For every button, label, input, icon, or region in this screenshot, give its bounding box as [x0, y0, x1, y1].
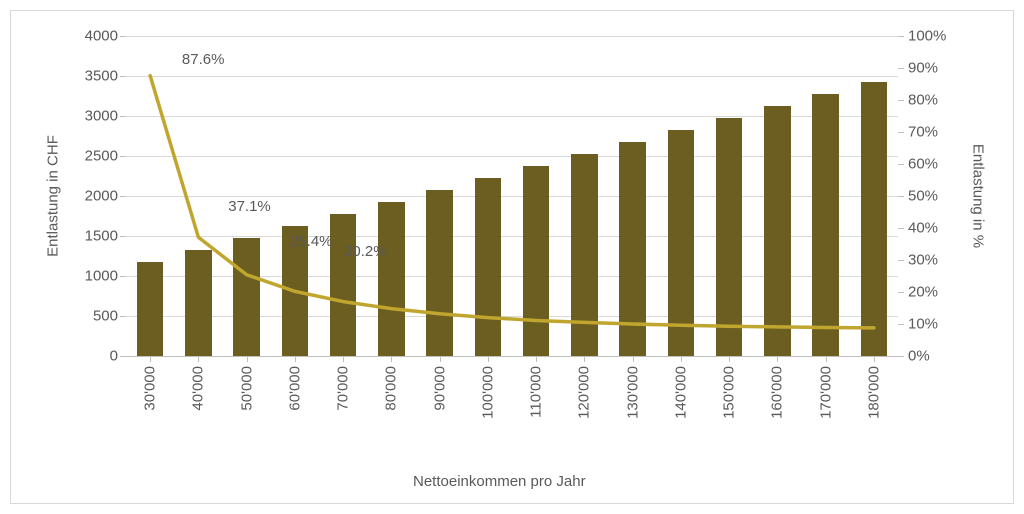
x-tick-label: 170'000 — [817, 366, 834, 419]
bar — [716, 118, 743, 356]
line-data-label: 87.6% — [182, 51, 225, 68]
y-left-tick-mark — [120, 156, 126, 157]
bar — [475, 178, 502, 356]
x-tick-mark — [729, 356, 730, 362]
x-tick-label: 130'000 — [624, 366, 641, 419]
x-tick-label: 40'000 — [190, 366, 207, 411]
x-tick-label: 120'000 — [576, 366, 593, 419]
bar — [233, 238, 260, 356]
y-left-tick-mark — [120, 316, 126, 317]
y-right-tick-mark — [898, 164, 904, 165]
y-left-axis-title: Entlastung in CHF — [45, 135, 62, 257]
x-axis-line — [126, 356, 898, 357]
bar — [426, 190, 453, 356]
x-tick-label: 70'000 — [335, 366, 352, 411]
y-left-tick-mark — [120, 196, 126, 197]
bar — [378, 202, 405, 356]
y-right-tick-label: 0% — [908, 348, 963, 365]
y-left-tick-mark — [120, 76, 126, 77]
y-right-tick-label: 80% — [908, 92, 963, 109]
y-right-tick-mark — [898, 68, 904, 69]
x-tick-mark — [295, 356, 296, 362]
grid-line — [126, 36, 898, 37]
x-tick-label: 150'000 — [721, 366, 738, 419]
y-right-tick-label: 50% — [908, 188, 963, 205]
y-left-tick-label: 3500 — [68, 68, 118, 85]
y-left-tick-label: 500 — [68, 308, 118, 325]
chart-frame: Entlastung in CHF Entlastung in % Nettoe… — [10, 10, 1014, 504]
bar — [861, 82, 888, 356]
grid-line — [126, 76, 898, 77]
bar — [668, 130, 695, 356]
y-right-tick-mark — [898, 356, 904, 357]
y-left-tick-label: 4000 — [68, 28, 118, 45]
y-right-axis-title: Entlastung in % — [970, 144, 987, 248]
y-right-tick-mark — [898, 260, 904, 261]
bar — [571, 154, 598, 356]
x-tick-mark — [488, 356, 489, 362]
bar — [523, 166, 550, 356]
x-tick-mark — [440, 356, 441, 362]
y-right-tick-mark — [898, 228, 904, 229]
y-left-tick-label: 2000 — [68, 188, 118, 205]
x-tick-label: 160'000 — [769, 366, 786, 419]
y-left-tick-label: 1500 — [68, 228, 118, 245]
y-right-tick-label: 60% — [908, 156, 963, 173]
y-right-tick-label: 70% — [908, 124, 963, 141]
y-left-tick-mark — [120, 236, 126, 237]
bar — [185, 250, 212, 356]
y-left-tick-mark — [120, 116, 126, 117]
x-tick-mark — [150, 356, 151, 362]
y-right-tick-label: 30% — [908, 252, 963, 269]
x-tick-mark — [584, 356, 585, 362]
x-tick-mark — [777, 356, 778, 362]
x-tick-label: 90'000 — [431, 366, 448, 411]
x-tick-mark — [247, 356, 248, 362]
y-left-tick-label: 0 — [68, 348, 118, 365]
plot-area — [126, 36, 898, 356]
y-right-tick-mark — [898, 196, 904, 197]
y-left-tick-mark — [120, 276, 126, 277]
bar — [137, 262, 164, 356]
y-right-tick-mark — [898, 36, 904, 37]
y-right-tick-mark — [898, 100, 904, 101]
y-right-tick-label: 90% — [908, 60, 963, 77]
line-data-label: 37.1% — [228, 198, 271, 215]
y-left-tick-label: 3000 — [68, 108, 118, 125]
bar — [619, 142, 646, 356]
line-data-label: 25.4% — [290, 233, 333, 250]
x-tick-label: 50'000 — [238, 366, 255, 411]
x-tick-mark — [874, 356, 875, 362]
bar — [812, 94, 839, 356]
x-tick-mark — [536, 356, 537, 362]
x-tick-label: 140'000 — [672, 366, 689, 419]
x-tick-label: 80'000 — [383, 366, 400, 411]
y-right-tick-mark — [898, 292, 904, 293]
x-tick-mark — [633, 356, 634, 362]
x-tick-mark — [198, 356, 199, 362]
y-left-tick-label: 2500 — [68, 148, 118, 165]
y-right-tick-label: 20% — [908, 284, 963, 301]
x-tick-mark — [826, 356, 827, 362]
line-data-label: 20.2% — [344, 243, 387, 260]
y-right-tick-label: 40% — [908, 220, 963, 237]
x-tick-mark — [343, 356, 344, 362]
bar — [764, 106, 791, 356]
x-tick-label: 180'000 — [865, 366, 882, 419]
x-tick-mark — [681, 356, 682, 362]
y-right-tick-mark — [898, 324, 904, 325]
y-left-tick-mark — [120, 36, 126, 37]
x-tick-label: 60'000 — [286, 366, 303, 411]
x-tick-label: 110'000 — [528, 366, 545, 418]
x-tick-label: 30'000 — [142, 366, 159, 411]
x-axis-title: Nettoeinkommen pro Jahr — [413, 473, 586, 490]
x-tick-label: 100'000 — [479, 366, 496, 419]
x-tick-mark — [391, 356, 392, 362]
y-right-tick-label: 100% — [908, 28, 963, 45]
y-left-tick-label: 1000 — [68, 268, 118, 285]
bar — [330, 214, 357, 356]
y-right-tick-mark — [898, 132, 904, 133]
y-right-tick-label: 10% — [908, 316, 963, 333]
